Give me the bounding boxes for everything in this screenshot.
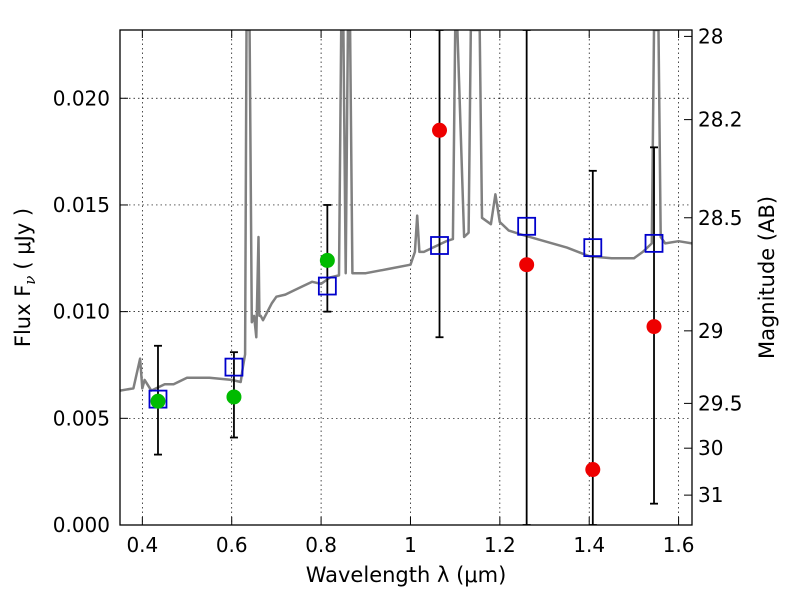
model-square-marker — [224, 357, 244, 377]
model-square-marker — [517, 216, 537, 236]
plot-frame — [119, 29, 693, 526]
y2-tick-label: 29.5 — [698, 391, 743, 415]
y-tick-label: 0.005 — [53, 406, 110, 430]
x-axis-label: Wavelength λ (μm) — [306, 563, 507, 587]
y-axis-label-subscript: ν — [21, 276, 39, 285]
y-axis-label-main: Flux F — [11, 285, 35, 347]
x-tick-label: 1.6 — [663, 533, 695, 557]
y-tick-label: 0.010 — [53, 300, 110, 324]
observed-point — [226, 389, 242, 405]
model-square-marker — [583, 238, 603, 258]
axis-labels: Wavelength λ (μm) Flux Fν ( μJy ) Magnitu… — [11, 196, 779, 587]
x-tick-label: 1 — [404, 533, 417, 557]
model-square-marker — [430, 236, 449, 255]
y2-tick-label: 28.5 — [698, 206, 743, 230]
observed-point — [646, 319, 662, 335]
y2-tick-label: 31 — [698, 483, 723, 507]
y-tick-label: 0.015 — [53, 193, 110, 217]
observed-point — [432, 122, 448, 138]
y2-axis-label: Magnitude (AB) — [755, 196, 779, 359]
y2-tick-label: 30 — [698, 436, 723, 460]
y2-tick-label: 28 — [698, 24, 723, 48]
grid-lines — [120, 30, 692, 526]
model-square-marker — [317, 276, 337, 296]
x-tick-label: 0.4 — [126, 533, 158, 557]
observed-point — [519, 257, 535, 273]
plot-data — [120, 30, 692, 525]
x-tick-label: 0.6 — [216, 533, 248, 557]
y-axis-label-unit: ( μJy ) — [11, 208, 35, 270]
y-tick-label: 0.020 — [53, 86, 110, 110]
observed-point — [585, 462, 601, 478]
observed-point — [150, 393, 166, 409]
axis-ticks: 0.4 0.6 0.8 1 1.2 1.4 1.6 0.000 0.005 0.010 0.015 0… — [53, 24, 743, 557]
x-tick-label: 0.8 — [305, 533, 337, 557]
x-tick-label: 1.2 — [484, 533, 516, 557]
template-spectrum-line — [120, 30, 692, 392]
y-tick-label: 0.000 — [53, 513, 110, 537]
y-axis-label: Flux Fν ( μJy ) — [11, 208, 39, 347]
model-square-marker — [644, 233, 664, 253]
x-tick-label: 1.4 — [573, 533, 605, 557]
y2-tick-label: 29 — [698, 319, 723, 343]
y2-tick-label: 28.2 — [698, 108, 743, 132]
observed-point — [319, 252, 335, 268]
